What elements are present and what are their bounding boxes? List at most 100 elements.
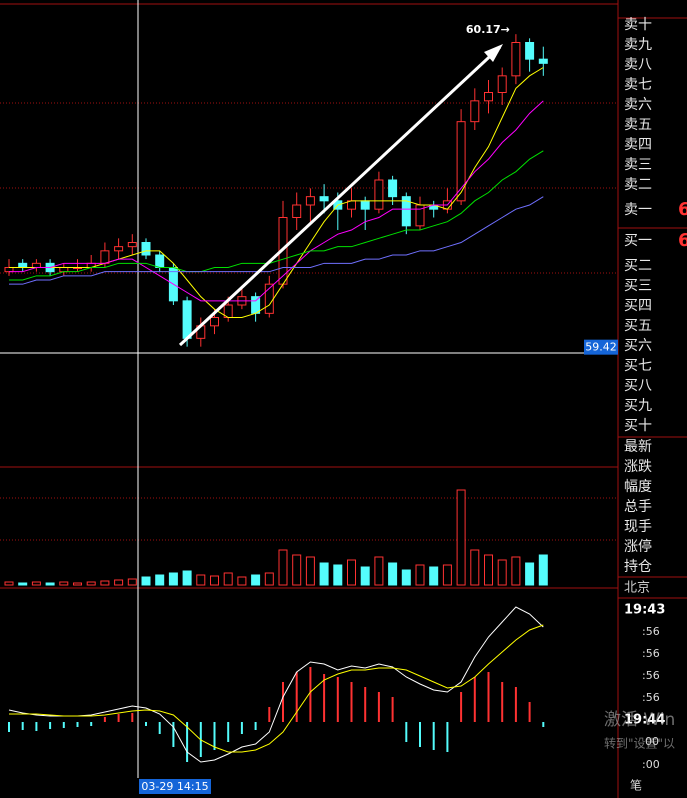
stat-label: 幅度 xyxy=(624,479,652,495)
buy-level: 买四 xyxy=(624,298,652,314)
tick-row: :56 xyxy=(642,647,660,660)
macd-bar xyxy=(514,687,517,722)
tick-row: :56 xyxy=(642,625,660,638)
buy-level: 买九 xyxy=(624,398,652,414)
sell-level: 卖四 xyxy=(624,137,652,153)
volume-bar xyxy=(237,576,247,586)
macd-bar xyxy=(446,722,449,752)
macd-bar xyxy=(172,722,175,747)
candle-body xyxy=(114,246,124,252)
volume-bar xyxy=(429,566,439,586)
macd-bar xyxy=(350,682,353,722)
macd-bar xyxy=(336,677,339,722)
candle-body xyxy=(525,42,535,60)
volume-bar xyxy=(73,582,82,586)
cursor-time: 03-29 14:15 xyxy=(141,780,208,793)
volume-bar xyxy=(511,556,521,586)
ask1-price: 6 xyxy=(678,199,687,220)
volume-bar xyxy=(388,562,398,586)
volume-bar xyxy=(141,576,151,586)
volume-bar xyxy=(45,582,55,586)
macd-bar xyxy=(528,702,531,722)
volume-bar xyxy=(155,574,165,586)
stat-label: 总手 xyxy=(624,499,652,515)
candle-body xyxy=(374,179,384,210)
macd-bar xyxy=(460,692,463,722)
volume-bar xyxy=(251,574,261,586)
buy-level: 买二 xyxy=(624,258,652,274)
candle-body xyxy=(388,179,398,198)
tick-row: :56 xyxy=(642,691,660,704)
volume-bar xyxy=(497,559,507,586)
macd-bar xyxy=(145,722,147,726)
volume-bar xyxy=(182,570,192,586)
macd-bar xyxy=(323,674,326,722)
candle-body xyxy=(127,242,137,248)
macd-bar xyxy=(419,722,421,747)
macd-bar xyxy=(473,677,476,722)
grid xyxy=(0,102,618,541)
macd-bar xyxy=(364,687,367,722)
macd-bar xyxy=(542,722,545,727)
buy-level: 买十 xyxy=(624,418,652,434)
macd-dea xyxy=(9,624,544,753)
macd-bar xyxy=(501,682,504,722)
macd-bar xyxy=(62,722,65,728)
stat-label: 涨跌 xyxy=(624,459,652,475)
volume-bar xyxy=(360,566,370,586)
volume-bar xyxy=(86,581,96,586)
candle-body xyxy=(319,196,329,202)
volume-bar xyxy=(374,556,384,586)
macd-bar xyxy=(309,667,312,722)
stat-label: 涨停 xyxy=(624,538,652,555)
sell-level: 卖三 xyxy=(624,157,652,173)
tick-row: :00 xyxy=(642,758,660,771)
arrow-head xyxy=(484,44,503,62)
macd-bar xyxy=(240,722,243,734)
volume-bar xyxy=(333,564,343,586)
stat-label: 最新 xyxy=(624,439,652,455)
candle-body xyxy=(155,254,165,268)
ma-line xyxy=(9,196,544,285)
volume-bar xyxy=(292,554,302,586)
macd-bar xyxy=(295,672,298,722)
volume-bar xyxy=(18,582,28,586)
buy-level: 买五 xyxy=(624,318,652,334)
ask1-label: 卖一 xyxy=(624,202,652,218)
macd-bar xyxy=(432,722,435,750)
macd-bar xyxy=(90,722,93,726)
sell-level: 卖十 xyxy=(624,17,652,33)
candle-body xyxy=(251,296,261,314)
sell-level: 卖八 xyxy=(624,57,652,73)
volume-bar xyxy=(484,554,493,586)
tab: 笔 xyxy=(630,778,642,793)
macd-bar xyxy=(76,722,79,727)
candle-body xyxy=(31,262,41,269)
candle-body xyxy=(305,196,315,206)
volume-bar xyxy=(525,562,535,586)
candle-body xyxy=(100,250,110,264)
macd-bar xyxy=(8,722,10,732)
candle-body xyxy=(511,42,521,77)
sell-level: 卖六 xyxy=(624,97,652,113)
candle-body xyxy=(182,300,192,339)
macd-bar xyxy=(158,722,161,734)
buy-level: 买八 xyxy=(624,378,652,394)
macd-bar xyxy=(268,707,271,722)
volume-bar xyxy=(456,489,466,586)
candle-body xyxy=(484,92,493,102)
ma-line xyxy=(9,100,544,302)
volume-bar xyxy=(305,556,315,586)
bid1-price: 6 xyxy=(678,230,687,251)
volume-bar xyxy=(4,581,14,586)
volume-bar xyxy=(347,559,356,586)
volume-bar xyxy=(401,569,411,586)
ma-line xyxy=(9,150,544,281)
sell-level: 卖二 xyxy=(624,177,652,193)
volume-bar xyxy=(59,581,69,586)
trend-arrow xyxy=(178,45,502,347)
macd-bar xyxy=(186,722,189,762)
tick-time: 19:44 xyxy=(624,713,665,728)
macd-bar xyxy=(254,722,257,730)
volume-bar xyxy=(114,579,124,586)
